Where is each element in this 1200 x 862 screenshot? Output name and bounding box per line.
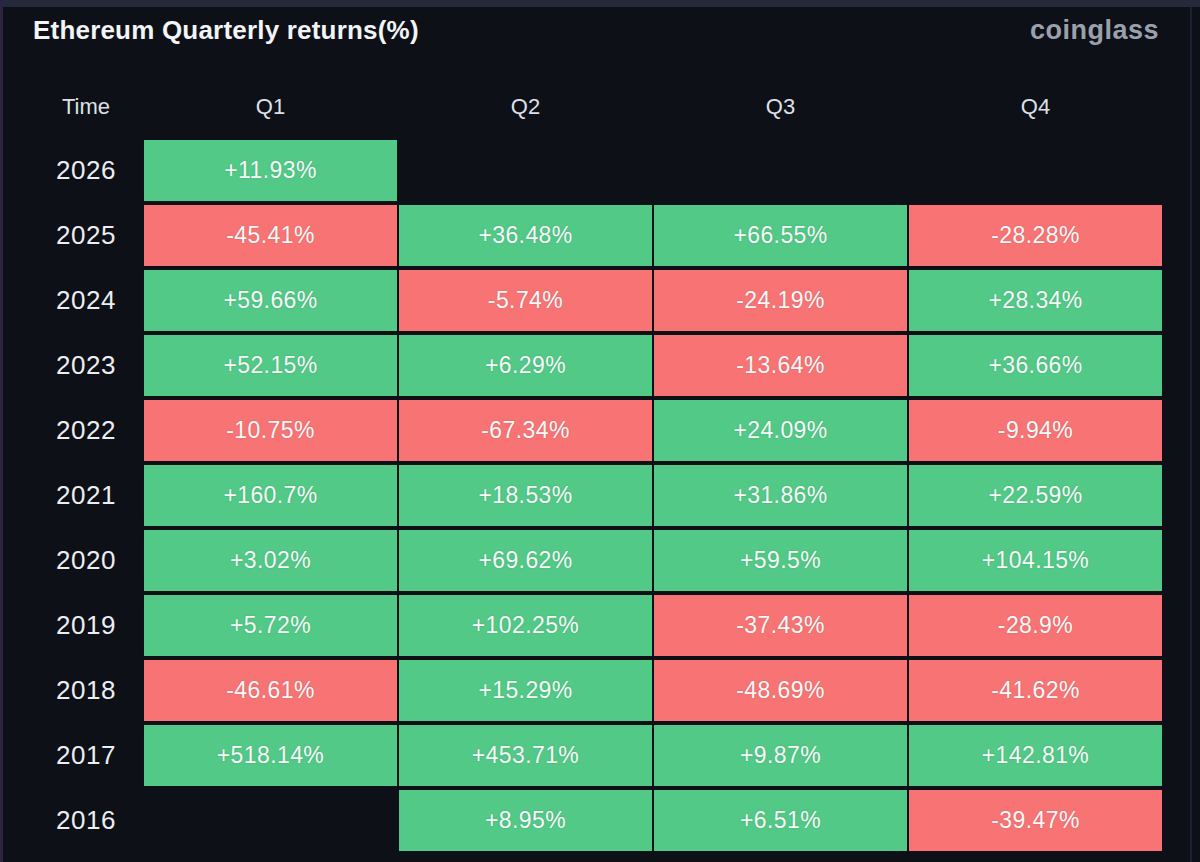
year-label: 2026 [30,140,142,201]
return-cell: +3.02% [144,530,397,591]
return-cell: +104.15% [909,530,1162,591]
column-header-q3: Q3 [654,94,907,120]
return-cell: -37.43% [654,595,907,656]
return-cell: +59.5% [654,530,907,591]
year-label: 2021 [30,465,142,526]
year-label: 2019 [30,595,142,656]
return-cell: +69.62% [399,530,652,591]
column-header-q4: Q4 [909,94,1162,120]
table-row: 2021+160.7%+18.53%+31.86%+22.59% [30,465,1162,526]
empty-cell [144,790,397,851]
empty-cell [399,140,652,201]
return-cell: +518.14% [144,725,397,786]
return-cell: +6.29% [399,335,652,396]
titlebar: Ethereum Quarterly returns(%) coinglass [3,7,1192,53]
return-cell: +15.29% [399,660,652,721]
return-cell: +52.15% [144,335,397,396]
return-cell: +31.86% [654,465,907,526]
return-cell: -24.19% [654,270,907,331]
return-cell: +66.55% [654,205,907,266]
return-cell: +11.93% [144,140,397,201]
table-row: 2018-46.61%+15.29%-48.69%-41.62% [30,660,1162,721]
table-body: 2026+11.93%2025-45.41%+36.48%+66.55%-28.… [30,140,1162,851]
year-label: 2017 [30,725,142,786]
return-cell: +28.34% [909,270,1162,331]
empty-cell [909,140,1162,201]
return-cell: +5.72% [144,595,397,656]
return-cell: +8.95% [399,790,652,851]
return-cell: +9.87% [654,725,907,786]
scrollbar-track[interactable] [1190,7,1192,862]
return-cell: +24.09% [654,400,907,461]
return-cell: -48.69% [654,660,907,721]
table-row: 2024+59.66%-5.74%-24.19%+28.34% [30,270,1162,331]
return-cell: -41.62% [909,660,1162,721]
return-cell: -5.74% [399,270,652,331]
table-header-row: Time Q1 Q2 Q3 Q4 [30,84,1162,130]
year-label: 2020 [30,530,142,591]
return-cell: -9.94% [909,400,1162,461]
return-cell: +453.71% [399,725,652,786]
return-cell: +6.51% [654,790,907,851]
table-row: 2026+11.93% [30,140,1162,201]
column-header-time: Time [30,94,142,120]
return-cell: -39.47% [909,790,1162,851]
year-label: 2024 [30,270,142,331]
table-row: 2017+518.14%+453.71%+9.87%+142.81% [30,725,1162,786]
return-cell: +59.66% [144,270,397,331]
return-cell: -45.41% [144,205,397,266]
return-cell: +22.59% [909,465,1162,526]
coinglass-heatmap-page: Ethereum Quarterly returns(%) coinglass … [0,0,1200,862]
return-cell: +36.48% [399,205,652,266]
table-row: 2023+52.15%+6.29%-13.64%+36.66% [30,335,1162,396]
table-row: 2019+5.72%+102.25%-37.43%-28.9% [30,595,1162,656]
year-label: 2018 [30,660,142,721]
return-cell: +160.7% [144,465,397,526]
return-cell: -13.64% [654,335,907,396]
table-row: 2020+3.02%+69.62%+59.5%+104.15% [30,530,1162,591]
return-cell: -28.28% [909,205,1162,266]
year-label: 2023 [30,335,142,396]
return-cell: +102.25% [399,595,652,656]
return-cell: -28.9% [909,595,1162,656]
column-header-q1: Q1 [144,94,397,120]
return-cell: +18.53% [399,465,652,526]
top-edge-strip [0,0,1200,7]
quarterly-returns-table: Time Q1 Q2 Q3 Q4 2026+11.93%2025-45.41%+… [30,84,1162,855]
left-edge-strip [0,0,3,862]
table-row: 2022-10.75%-67.34%+24.09%-9.94% [30,400,1162,461]
year-label: 2025 [30,205,142,266]
empty-cell [654,140,907,201]
page-title: Ethereum Quarterly returns(%) [33,15,419,46]
year-label: 2016 [30,790,142,851]
column-header-q2: Q2 [399,94,652,120]
return-cell: -46.61% [144,660,397,721]
return-cell: +142.81% [909,725,1162,786]
return-cell: +36.66% [909,335,1162,396]
year-label: 2022 [30,400,142,461]
return-cell: -67.34% [399,400,652,461]
table-row: 2025-45.41%+36.48%+66.55%-28.28% [30,205,1162,266]
coinglass-logo[interactable]: coinglass [1030,15,1159,46]
return-cell: -10.75% [144,400,397,461]
table-row: 2016 +8.95%+6.51%-39.47% [30,790,1162,851]
